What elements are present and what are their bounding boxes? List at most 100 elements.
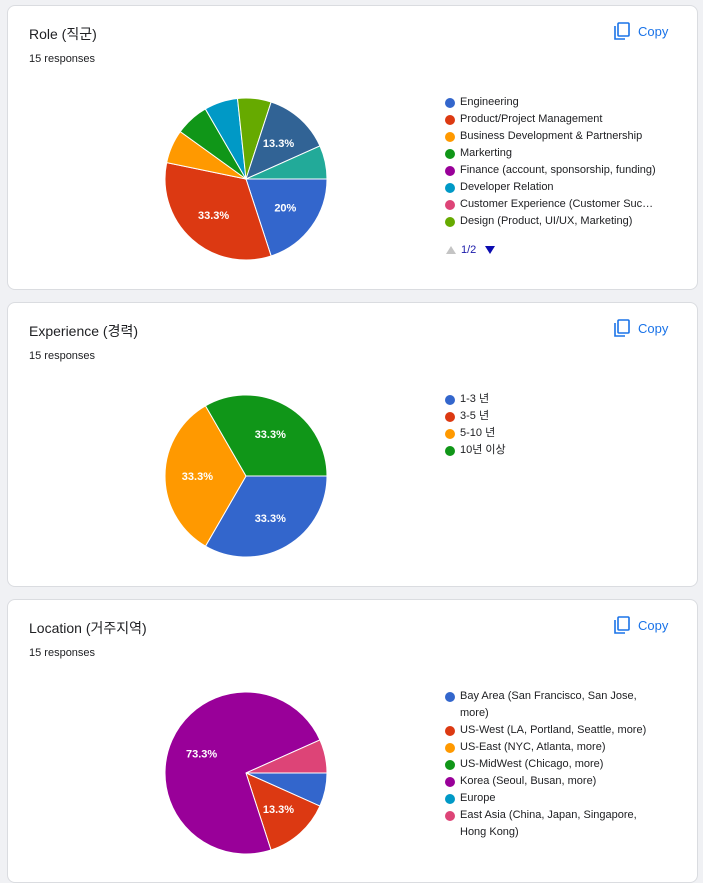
legend-label: Business Development & Partnership <box>460 130 643 142</box>
legend: Bay Area (San Francisco, San Jose, more)… <box>445 688 650 841</box>
card-title: Experience (경력) <box>29 323 139 339</box>
legend-item: Design (Product, UI/UX, Marketing) <box>445 213 656 230</box>
legend-swatch <box>445 725 455 736</box>
copy-icon-back <box>614 26 625 40</box>
legend-swatch <box>445 793 455 804</box>
slice-label: 73.3% <box>186 748 217 760</box>
legend-swatch <box>445 216 455 227</box>
copy-button[interactable]: Copy <box>614 22 668 40</box>
legend-item: 5-10 년 <box>445 425 506 442</box>
legend: 1-3 년 3-5 년 5-10 년 10년 이상 <box>445 391 506 459</box>
legend-item: Developer Relation <box>445 179 656 196</box>
slice-label: 33.3% <box>255 429 286 441</box>
pie-chart: 20% 33.3% 13.3% <box>164 97 328 261</box>
legend-item: US-MidWest (Chicago, more) <box>445 756 650 773</box>
pie-slice <box>164 405 247 547</box>
pie-slice <box>245 101 321 180</box>
legend-swatch <box>445 165 455 176</box>
copy-label: Copy <box>638 320 669 336</box>
copy-icon-front <box>617 22 630 37</box>
legend: Engineering Product/Project Management Bus… <box>445 94 656 256</box>
slice-label: 13.3% <box>263 138 294 150</box>
pie-slice <box>245 772 321 851</box>
card: Location (거주지역) 15 responses Copy 13.3% 73.3… <box>7 599 698 883</box>
response-count: 15 responses <box>29 647 96 659</box>
copy-icon-front <box>617 319 630 334</box>
copy-label: Copy <box>638 617 669 633</box>
pie-slice <box>245 739 328 774</box>
legend-swatch <box>445 182 455 193</box>
legend-swatch <box>445 148 455 159</box>
legend-item: Korea (Seoul, Busan, more) <box>445 773 650 790</box>
slice-label: 33.3% <box>198 210 229 222</box>
legend-swatch <box>445 411 455 422</box>
card-title: Role (직군) <box>29 26 97 42</box>
legend-label: US-West (LA, Portland, Seattle, more) <box>460 724 647 736</box>
copy-label: Copy <box>638 23 669 39</box>
pie-chart: 13.3% 73.3% <box>164 691 328 855</box>
legend-label: Engineering <box>460 96 519 108</box>
legend-swatch <box>445 742 455 753</box>
legend-label: Design (Product, UI/UX, Marketing) <box>460 215 633 227</box>
legend-pager: 1/2 <box>445 244 656 256</box>
pie-chart: 33.3% 33.3% 33.3% <box>164 394 328 558</box>
legend-label: 3-5 년 <box>460 410 490 422</box>
legend-item: Customer Experience (Customer Suc… <box>445 196 656 213</box>
legend-swatch <box>445 428 455 439</box>
copy-icon-front <box>617 616 630 631</box>
card: Experience (경력) 15 responses Copy 33.3% 33.3… <box>7 302 698 587</box>
legend-item: Markerting <box>445 145 656 162</box>
legend-item: 1-3 년 <box>445 391 506 408</box>
slice-label: 33.3% <box>182 471 213 483</box>
legend-swatch <box>445 445 455 456</box>
legend-item: Business Development & Partnership <box>445 128 656 145</box>
slice-label: 33.3% <box>255 513 286 525</box>
legend-item: US-East (NYC, Atlanta, more) <box>445 739 650 756</box>
next-arrow <box>485 246 496 254</box>
pager-text: 1/2 <box>461 244 477 256</box>
legend-swatch <box>445 691 455 702</box>
pie-slice <box>164 161 272 261</box>
card-title: Location (거주지역) <box>29 620 147 636</box>
pie-slice <box>204 394 328 477</box>
pager-next[interactable] <box>484 245 496 255</box>
legend-swatch <box>445 199 455 210</box>
copy-button[interactable]: Copy <box>614 319 668 337</box>
legend-item: 3-5 년 <box>445 408 506 425</box>
legend-label: Finance (account, sponsorship, funding) <box>460 164 656 176</box>
legend-swatch <box>445 131 455 142</box>
legend-swatch <box>445 114 455 125</box>
legend-label: Korea (Seoul, Busan, more) <box>460 775 597 787</box>
legend-item: 10년 이상 <box>445 442 506 459</box>
legend-label: Bay Area (San Francisco, San Jose, more) <box>460 690 637 719</box>
legend-label: Customer Experience (Customer Suc… <box>460 198 654 210</box>
legend-item: Europe <box>445 790 650 807</box>
legend-item: East Asia (China, Japan, Singapore, Hong… <box>445 807 650 841</box>
legend-item: Bay Area (San Francisco, San Jose, more) <box>445 688 650 722</box>
legend-label: Developer Relation <box>460 181 554 193</box>
legend-label: East Asia (China, Japan, Singapore, Hong… <box>460 809 637 838</box>
legend-label: US-East (NYC, Atlanta, more) <box>460 741 606 753</box>
legend-label: 5-10 년 <box>460 427 496 439</box>
legend-swatch <box>445 97 455 108</box>
pie-slice <box>245 145 328 180</box>
response-count: 15 responses <box>29 350 96 362</box>
legend-item: US-West (LA, Portland, Seattle, more) <box>445 722 650 739</box>
legend-label: 10년 이상 <box>460 444 506 456</box>
pager-prev[interactable] <box>445 245 457 255</box>
copy-icon-back <box>614 620 625 634</box>
legend-item: Engineering <box>445 94 656 111</box>
legend-item: Finance (account, sponsorship, funding) <box>445 162 656 179</box>
copy-icon <box>614 616 630 634</box>
legend-item: Product/Project Management <box>445 111 656 128</box>
legend-swatch <box>445 810 455 821</box>
response-count: 15 responses <box>29 53 96 65</box>
legend-swatch <box>445 394 455 405</box>
prev-arrow <box>446 246 456 254</box>
copy-button[interactable]: Copy <box>614 616 668 634</box>
legend-swatch <box>445 776 455 787</box>
pie-slice <box>245 178 328 257</box>
copy-icon <box>614 319 630 337</box>
legend-label: 1-3 년 <box>460 393 490 405</box>
